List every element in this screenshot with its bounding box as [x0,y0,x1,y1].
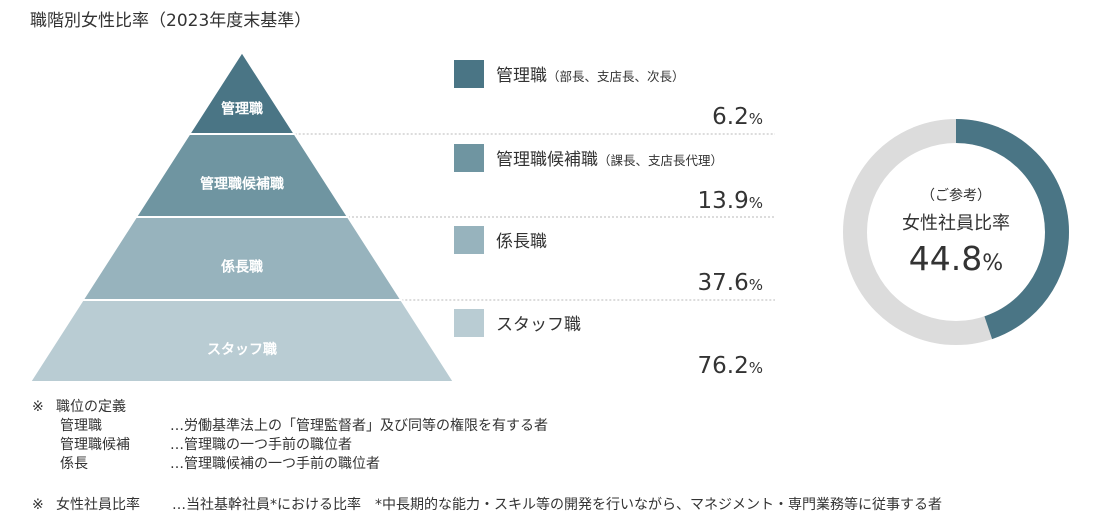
definition-desc: …管理職の一つ手前の職位者 [170,437,352,453]
legend-swatch [454,309,484,337]
legend-label: 係長職 [496,232,547,252]
definition-term: 管理職 [60,418,102,434]
value-label: 37.6% [698,270,763,296]
pyramid-layer [134,133,350,218]
definitions-title: 職位の定義 [56,399,126,415]
donut-value-arc [843,119,1069,345]
reference-value: 44.8% [909,239,1003,278]
pyramid-layer [28,299,456,383]
legend-swatch [454,60,484,88]
definition-term: 管理職候補 [60,437,130,453]
ratio-term: 女性社員比率 [56,497,140,513]
reference-caption-main: 女性社員比率 [902,213,1010,234]
definition-row: 管理職候補 …管理職の一つ手前の職位者 [32,436,942,455]
note-mark: ※ [32,399,44,415]
pyramid-layer-label: 管理職候補職 [200,176,284,193]
legend-label: 管理職候補職（課長、支店長代理） [496,150,723,170]
value-label: 76.2% [698,353,763,379]
value-label: 6.2% [712,104,763,130]
definition-row: 管理職 …労働基準法上の「管理監督者」及び同等の権限を有する者 [32,417,942,436]
legend-label: 管理職（部長、支店長、次長） [496,66,685,86]
definition-desc: …管理職候補の一つ手前の職位者 [170,456,380,472]
definition-term: 係長 [60,456,88,472]
pyramid-layer-label: スタッフ職 [207,341,277,358]
ratio-text: …当社基幹社員*における比率 *中長期的な能力・スキル等の開発を行いながら、マネ… [172,497,942,513]
pyramid-layer-label: 管理職 [221,101,263,118]
value-label: 13.9% [698,188,763,214]
legend-swatch [454,144,484,172]
legend-label: スタッフ職 [496,315,581,335]
chart-title: 職階別女性比率（2023年度末基準） [30,11,311,31]
pyramid-layer [80,216,404,301]
pyramid-layer-label: 係長職 [221,259,263,276]
definition-desc: …労働基準法上の「管理監督者」及び同等の権限を有する者 [170,418,548,434]
ratio-note: ※ 女性社員比率 …当社基幹社員*における比率 *中長期的な能力・スキル等の開発… [32,496,942,515]
pyramid-layer [187,50,297,135]
definitions-heading: ※ 職位の定義 [32,398,942,417]
reference-caption-top: （ご参考） [921,187,991,204]
legend-swatch [454,226,484,254]
note-mark: ※ [32,497,44,513]
definitions-notes: ※ 職位の定義 管理職 …労働基準法上の「管理監督者」及び同等の権限を有する者 … [32,398,942,515]
definition-row: 係長 …管理職候補の一つ手前の職位者 [32,455,942,474]
